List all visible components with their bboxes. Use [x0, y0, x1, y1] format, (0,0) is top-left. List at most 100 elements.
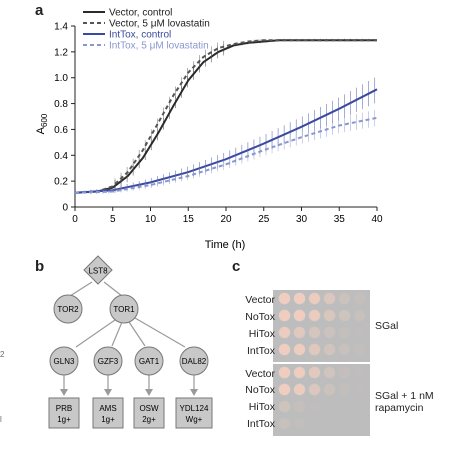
gat1-label: GAT1 — [139, 357, 160, 366]
colony-spot — [294, 367, 305, 378]
prb-target-sublabel: 1g+ — [57, 415, 71, 424]
row-label-hitox-1: HiTox — [248, 328, 275, 340]
series-line — [74, 116, 378, 194]
prb-target-box — [48, 397, 80, 429]
x-tick-label: 30 — [296, 214, 308, 225]
colony-spot — [354, 367, 365, 378]
ams-target-sublabel: 1g+ — [101, 415, 115, 424]
colony-spot — [309, 327, 320, 338]
colony-spot — [354, 310, 365, 321]
colony-spot — [294, 327, 305, 338]
colony-spot — [339, 384, 350, 395]
colony-spot — [324, 293, 335, 304]
colony-spot — [324, 310, 335, 321]
colony-spot — [324, 367, 335, 378]
colony-spot — [279, 384, 290, 395]
colony-spot — [324, 344, 335, 355]
y-tick-label: 0.6 — [54, 125, 68, 136]
colony-spot — [309, 401, 320, 412]
margin-mark-1: 2 — [0, 350, 5, 359]
x-tick-label: 25 — [258, 214, 270, 225]
y-tick-label: 1.0 — [54, 73, 68, 84]
colony-spot — [309, 384, 320, 395]
row-label-vector-1: Vector — [245, 294, 275, 306]
ams-target-label: AMS — [99, 404, 116, 413]
tor1-label: TOR1 — [113, 305, 135, 314]
gzf3-node — [93, 346, 123, 376]
colony-spot — [339, 293, 350, 304]
margin-mark-2: l — [0, 415, 2, 424]
y-tick-label: 1.4 — [54, 22, 68, 33]
colony-spot — [309, 367, 320, 378]
colony-spot — [294, 418, 305, 429]
x-tick-label: 10 — [145, 214, 157, 225]
dal82-node — [179, 346, 209, 376]
row-label-inttox-2: IntTox — [246, 418, 275, 430]
tor1-node — [109, 294, 139, 324]
series-line — [74, 39, 377, 194]
panel-label-b: b — [35, 258, 45, 275]
y-tick-label: 0.4 — [54, 151, 68, 162]
chart-axes: 0 5 10 15 20 25 30 35 40 0 0.2 0.4 0.6 0.8 1.0 1.2 1.4 — [54, 22, 383, 226]
series-line — [74, 39, 377, 194]
x-tick-label: 20 — [220, 214, 232, 225]
growth-curve-chart: 0 5 10 15 20 25 30 35 40 0 0.2 0.4 0.6 0.8 1.0 1.2 1.4 V… — [35, 8, 383, 252]
colony-spot — [294, 344, 305, 355]
tor-pathway-diagram: LST8 TOR2 TOR1 GLN3 GZF3 GAT1 DAL82 PRB … — [48, 255, 213, 429]
x-axis-label: Time (h) — [205, 239, 246, 251]
colony-spot — [309, 293, 320, 304]
x-tick-label: 35 — [334, 214, 346, 225]
row-label-notox-1: NoTox — [245, 311, 275, 323]
colony-spot — [324, 384, 335, 395]
tor2-node — [53, 294, 83, 324]
x-tick-label: 15 — [183, 214, 195, 225]
condition-label-sgal: SGal — [375, 320, 399, 332]
colony-spot — [279, 310, 290, 321]
colony-spot — [294, 310, 305, 321]
colony-spot — [309, 310, 320, 321]
arrow-heads — [60, 389, 198, 396]
spot-assay: Vector NoTox HiTox IntTox Vector NoTox H… — [225, 280, 452, 455]
colony-spot — [294, 384, 305, 395]
plate-rapamycin — [273, 364, 370, 436]
panel-label-a: a — [35, 2, 44, 19]
gln3-node — [49, 346, 79, 376]
dal82-label: DAL82 — [182, 357, 207, 366]
colony-spot — [279, 344, 290, 355]
ams-target-box — [92, 397, 124, 429]
colony-spot — [354, 293, 365, 304]
y-tick-label: 0.2 — [54, 177, 68, 188]
colony-spot — [279, 401, 290, 412]
colony-spot — [339, 367, 350, 378]
gln3-label: GLN3 — [54, 357, 75, 366]
y-tick-label: 1.2 — [54, 47, 68, 58]
row-label-notox-2: NoTox — [245, 384, 275, 396]
series-line — [74, 88, 378, 194]
panel-label-c: c — [232, 258, 241, 275]
colony-spot — [354, 327, 365, 338]
legend-entry: Vector, 5 μM lovastatin — [109, 19, 210, 30]
y-axis-label: A600 — [35, 113, 49, 134]
lst8-label: LST8 — [88, 267, 108, 276]
colony-spot — [354, 344, 365, 355]
tor2-label: TOR2 — [57, 305, 79, 314]
prb-target-label: PRB — [56, 404, 72, 413]
gat1-node — [134, 346, 164, 376]
x-tick-label: 0 — [72, 214, 78, 225]
row-label-vector-2: Vector — [245, 368, 275, 380]
colony-spot — [279, 293, 290, 304]
colony-spot — [279, 327, 290, 338]
lst8-node — [83, 255, 113, 285]
x-tick-label: 40 — [371, 214, 383, 225]
legend-entry: IntTox, 5 μM lovastatin — [109, 41, 209, 52]
colony-spot — [339, 327, 350, 338]
ydl124-target-sublabel: Wg+ — [186, 415, 203, 424]
colony-spot — [279, 367, 290, 378]
colony-spot — [339, 310, 350, 321]
colony-spot — [294, 401, 305, 412]
osw-target-box — [133, 397, 165, 429]
colony-spot — [339, 344, 350, 355]
ydl124-target-label: YDL124 — [180, 404, 209, 413]
pathway-edges — [63, 281, 195, 390]
